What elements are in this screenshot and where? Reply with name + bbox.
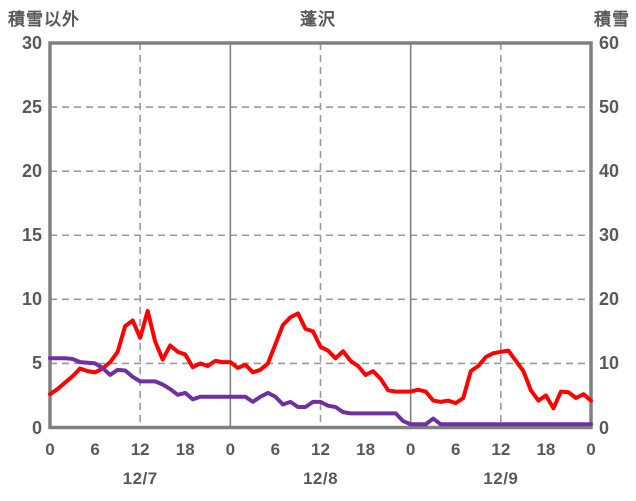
right-axis-tick-label: 60 <box>599 33 620 53</box>
chart-title: 蓬沢 <box>300 10 336 29</box>
right-axis-tick-label: 10 <box>599 353 620 374</box>
right-axis-tick-label: 0 <box>599 417 610 438</box>
right-axis-tick-label: 20 <box>599 289 620 310</box>
left-axis-tick-label: 15 <box>21 225 42 246</box>
x-axis-date-label: 12/8 <box>302 469 339 488</box>
x-axis-hour-label: 0 <box>45 440 55 459</box>
x-axis-date-label: 12/9 <box>483 469 519 488</box>
x-axis-hour-label: 18 <box>536 440 556 459</box>
left-axis-tick-label: 0 <box>31 417 42 438</box>
right-axis-title: 積雪 <box>594 10 630 29</box>
left-axis-tick-label: 30 <box>21 33 42 53</box>
x-axis-hour-label: 0 <box>225 440 236 459</box>
right-axis-tick-label: 40 <box>599 161 620 182</box>
x-axis-hour-label: 0 <box>405 440 416 459</box>
left-axis-title: 積雪以外 <box>8 10 80 29</box>
left-axis-tick-label: 20 <box>21 161 42 182</box>
x-axis-date-label: 12/7 <box>122 469 158 488</box>
x-axis-hour-label: 0 <box>586 440 596 459</box>
x-axis-hour-label: 6 <box>90 440 100 459</box>
left-axis-tick-label: 5 <box>31 353 42 374</box>
x-axis-hour-label: 18 <box>356 440 376 459</box>
x-axis-hour-label: 6 <box>451 440 461 459</box>
plot-frame <box>48 41 593 430</box>
x-axis-hour-label: 12 <box>491 440 511 459</box>
x-axis-hour-label: 12 <box>311 440 330 459</box>
left-axis-tick-label: 10 <box>21 289 42 310</box>
x-axis-hour-label: 18 <box>175 440 195 459</box>
right-axis-tick-label: 30 <box>599 225 620 246</box>
right-axis-tick-label: 50 <box>599 97 620 118</box>
x-axis-hour-label: 6 <box>270 440 281 459</box>
series-red-line <box>48 308 593 411</box>
x-axis-hour-label: 12 <box>130 440 150 459</box>
series-purple-line <box>48 356 593 427</box>
left-axis-tick-label: 25 <box>21 97 42 118</box>
